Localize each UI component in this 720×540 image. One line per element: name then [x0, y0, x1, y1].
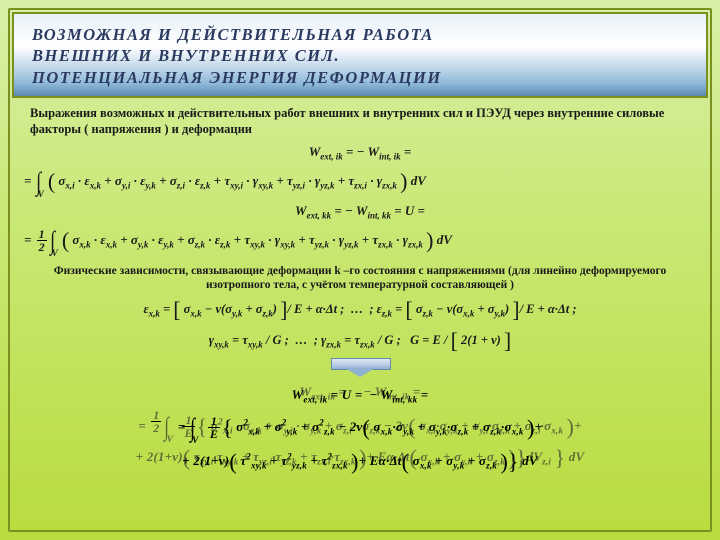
title-line3: ПОТЕНЦИАЛЬНАЯ ЭНЕРГИЯ ДЕФОРМАЦИИ	[32, 67, 688, 88]
equation-2-body: = 12∫V( σx,k · εx,k + σy,k · εy,k + σz,k…	[24, 224, 696, 258]
chevron-down-icon	[331, 358, 389, 376]
result-solid-line2: = ∫V 1E{ σ2x,k + σ2y,k + σ2z,k − 2ν( σx,…	[24, 413, 696, 443]
relation-strain: εx,k = [ σx,k − ν(σy,k + σz,k) ]/ E + α·…	[24, 296, 696, 325]
equation-1-body: = ∫V( σx,i · εx,k + σy,i · εy,k + σz,i ·…	[24, 165, 696, 199]
equation-1-header: Wext, ik = − Wint, ik =	[24, 144, 696, 163]
slide-title: ВОЗМОЖНАЯ И ДЕЙСТВИТЕЛЬНАЯ РАБОТА ВНЕШНИ…	[12, 12, 708, 98]
result-overlapped-block: Wext, ik = − Wint, ik = Wext, ik = U = −…	[24, 383, 696, 479]
title-line2: ВНЕШНИХ И ВНУТРЕННИХ СИЛ.	[32, 45, 688, 66]
slide-content: Выражения возможных и действительных раб…	[10, 100, 710, 482]
slide-frame: ВОЗМОЖНАЯ И ДЕЙСТВИТЕЛЬНАЯ РАБОТА ВНЕШНИ…	[8, 8, 712, 532]
intro-text: Выражения возможных и действительных раб…	[24, 106, 696, 137]
equation-2-header: Wext, kk = − Wint, kk = U =	[24, 203, 696, 222]
arrow-down	[24, 358, 696, 381]
relation-shear: γxy,k = τxy,k / G ; … ; γzx,k = τzx,k / …	[24, 327, 696, 356]
title-line1: ВОЗМОЖНАЯ И ДЕЙСТВИТЕЛЬНАЯ РАБОТА	[32, 24, 688, 45]
physical-relations-note: Физические зависимости, связывающие дефо…	[24, 264, 696, 293]
result-solid-line3: + 2(1+ν)( τ2xy,k + τ2yz,k + τ2zx,k )+ Eα…	[24, 449, 696, 475]
result-solid-line1: Wext, ik = U = − Wint, kk =	[24, 386, 696, 405]
